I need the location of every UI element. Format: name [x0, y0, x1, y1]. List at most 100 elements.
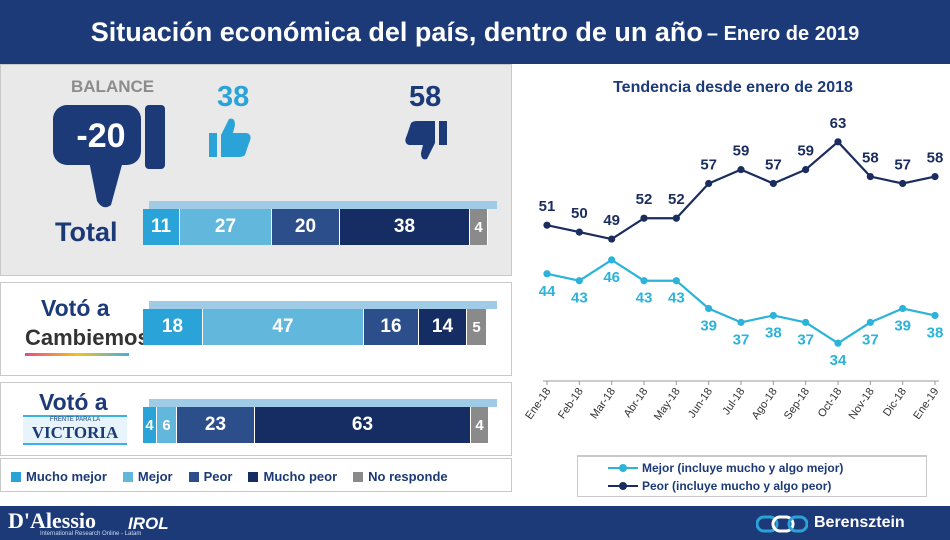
victoria-label-top: Votó a [39, 389, 108, 415]
victoria-panel: Votó a FRENTE PARA LA VICTORIA 4 6 23 63… [0, 382, 512, 456]
legend-line-peor-icon [608, 482, 638, 490]
point-peor [705, 179, 713, 188]
value-label-mejor: 43 [668, 290, 685, 307]
value-label-mejor: 34 [830, 352, 847, 369]
point-peor [899, 179, 907, 188]
point-mejor [608, 256, 616, 264]
footer: D'Alessio IROL International Research On… [0, 506, 950, 540]
point-mejor [640, 277, 648, 285]
legend-peor: Peor [203, 469, 233, 484]
chart-title: Tendencia desde enero de 2018 [613, 79, 853, 96]
victoria-logo-small: FRENTE PARA LA [49, 417, 101, 423]
value-label-peor: 49 [603, 212, 620, 229]
point-mejor [834, 339, 842, 347]
value-label-peor: 50 [571, 205, 588, 222]
legend-swatch-mucho-peor [248, 471, 259, 482]
point-mejor [737, 318, 745, 326]
thumbs-down-balance-icon [53, 105, 165, 208]
value-label-mejor: 44 [539, 283, 556, 300]
point-mejor [543, 270, 551, 278]
cambiemos-seg-peor: 16 [364, 309, 419, 345]
point-mejor [705, 304, 713, 313]
value-label-peor: 58 [862, 150, 879, 167]
x-tick-label: Sep-18 [782, 386, 812, 422]
victoria-logo-box: FRENTE PARA LA VICTORIA [23, 415, 127, 445]
page-subtitle: – Enero de 2019 [706, 22, 860, 45]
legend-swatch-mejor [122, 471, 133, 482]
value-label-mejor: 38 [765, 324, 782, 341]
legend-swatch-mucho-mejor [11, 471, 21, 482]
value-label-mejor: 46 [603, 269, 620, 286]
legend-line-mejor-icon [608, 464, 638, 472]
berensztein-logo-icon [756, 515, 808, 533]
cambiemos-seg-mucho-mejor: 18 [143, 309, 203, 345]
value-label-peor: 52 [636, 191, 653, 208]
x-tick-label: Abr-18 [622, 386, 651, 420]
legend-mejor: Mejor [137, 469, 173, 484]
point-mejor [769, 311, 777, 320]
total-seg-mucho-peor: 38 [340, 209, 470, 245]
point-peor [543, 221, 551, 229]
value-label-peor: 57 [765, 157, 782, 174]
x-tick-label: Oct-18 [816, 386, 845, 420]
total-seg-mejor: 27 [180, 209, 272, 245]
berensztein-logo: Berensztein [814, 514, 905, 531]
point-peor [575, 228, 583, 236]
victoria-seg-mejor: 6 [157, 407, 177, 443]
thumbs-up-icon [209, 118, 251, 157]
total-seg-no-responde: 4 [470, 209, 488, 245]
value-label-mejor: 37 [862, 331, 879, 348]
balance-label: BALANCE [71, 77, 155, 96]
trend-chart: Ene-18 Feb-18 Mar-18 Abr-18 May-18 Jun-18 Jul-… [523, 115, 944, 423]
value-label-mejor: 37 [797, 331, 814, 348]
dalessio-subtitle: International Research Online - Latam [40, 531, 142, 537]
bar-legend: Mucho mejor Mejor Peor Mucho peor No res… [0, 458, 512, 492]
total-label: Total [55, 217, 118, 247]
value-label-peor: 63 [830, 115, 847, 132]
value-label-mejor: 39 [894, 318, 911, 335]
value-label-mejor: 38 [927, 324, 944, 341]
positive-value: 38 [217, 81, 250, 113]
value-label-peor: 59 [733, 143, 750, 160]
victoria-bar: 4 6 23 63 4 [143, 407, 489, 443]
trend-panel: Tendencia desde enero de 2018 Ene-18 Feb-… [516, 64, 948, 502]
cambiemos-logo: Cambiemos [25, 325, 150, 350]
legend-series-mejor: Mejor (incluye mucho y algo mejor) [642, 461, 844, 475]
cambiemos-bar: 18 47 16 14 5 [143, 309, 487, 345]
x-tick-label: Ene-19 [911, 386, 941, 422]
x-tick-label: Ene-18 [523, 386, 553, 422]
cambiemos-panel: Votó a Cambiemos 18 47 16 14 5 [0, 282, 512, 376]
total-panel: BALANCE -20 38 58 Total 11 27 20 38 4 [0, 64, 512, 276]
point-peor [931, 172, 939, 181]
title-bar: Situación económica del país, dentro de … [0, 0, 950, 64]
point-mejor [672, 277, 680, 285]
victoria-logo: VICTORIA [31, 423, 119, 442]
value-label-peor: 51 [539, 198, 556, 215]
point-peor [640, 214, 648, 222]
point-peor [737, 166, 745, 174]
balance-value: -20 [76, 117, 126, 155]
x-tick-label: Jun-18 [686, 386, 715, 420]
victoria-seg-mucho-mejor: 4 [143, 407, 157, 443]
value-label-peor: 57 [894, 157, 911, 174]
cambiemos-seg-no-responde: 5 [467, 309, 487, 345]
total-seg-mucho-mejor: 11 [143, 209, 180, 245]
legend-swatch-peor [188, 471, 199, 482]
point-peor [769, 179, 777, 188]
cambiemos-logo-stripe [25, 353, 129, 356]
value-label-mejor: 43 [571, 290, 588, 307]
victoria-seg-mucho-peor: 63 [255, 407, 471, 443]
legend-mucho-peor: Mucho peor [263, 469, 338, 484]
x-tick-label: Mar-18 [588, 386, 618, 421]
total-seg-peor: 20 [272, 209, 340, 245]
victoria-seg-no-responde: 4 [471, 407, 489, 443]
point-mejor [899, 304, 907, 313]
dalessio-logo: D'Alessio [8, 508, 96, 533]
total-bar: 11 27 20 38 4 [143, 209, 488, 245]
point-mejor [802, 318, 810, 326]
value-label-peor: 52 [668, 191, 685, 208]
legend-series-peor: Peor (incluye mucho y algo peor) [642, 479, 832, 493]
irol-logo: IROL [128, 514, 169, 533]
x-tick-label: Jul-18 [720, 386, 747, 417]
point-peor [802, 166, 810, 174]
